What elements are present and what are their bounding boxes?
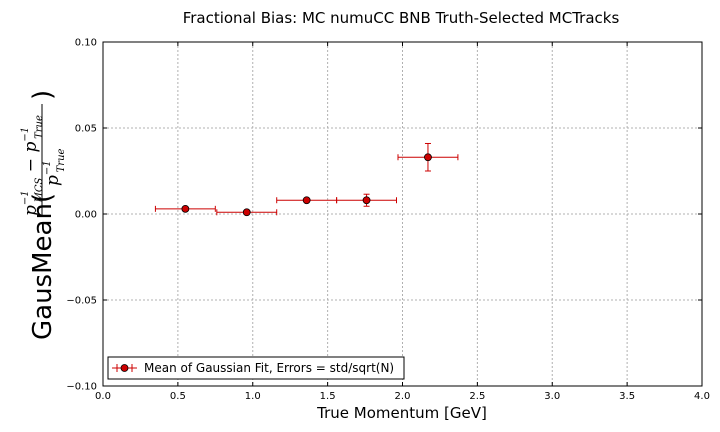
y-label-num-minus: − xyxy=(21,153,41,178)
ticks: 0.0 0.5 1.0 1.5 2.0 2.5 3.0 3.5 4.0 −0.10 −0.05 0.0… xyxy=(66,38,710,403)
data-point xyxy=(276,196,338,205)
data-marker xyxy=(181,204,190,213)
y-label-num-sub2: True xyxy=(34,115,45,139)
x-tick-label: 2.0 xyxy=(395,391,411,402)
y-label-den-sup: −1 xyxy=(42,160,53,175)
x-tick-label: 0.5 xyxy=(170,391,186,402)
y-tick-label: 0.05 xyxy=(75,124,97,135)
y-label-prefix: GausMean( xyxy=(28,193,58,340)
x-tick-label: 4.0 xyxy=(694,391,710,402)
data-marker xyxy=(242,208,251,217)
data-marker xyxy=(302,196,311,205)
data-marker xyxy=(362,196,371,205)
y-label-num-sup2: −1 xyxy=(20,127,31,142)
y-tick-label: −0.05 xyxy=(66,296,97,307)
x-tick-label: 3.5 xyxy=(619,391,635,402)
y-label-num-sup1: −1 xyxy=(20,190,31,205)
x-tick-label: 1.5 xyxy=(320,391,336,402)
y-label-den-p: p xyxy=(43,175,63,186)
y-axis-label: GausMean( p−1 MCS − p−1 True p−1 True ) xyxy=(20,90,67,340)
y-label-num-p1: p xyxy=(21,205,41,216)
chart-title: Fractional Bias: MC numuCC BNB Truth-Sel… xyxy=(183,9,620,27)
legend-box xyxy=(107,356,405,380)
y-tick-label: 0.00 xyxy=(75,210,97,221)
data-point xyxy=(397,142,459,172)
data-point xyxy=(216,208,278,217)
x-tick-label: 3.0 xyxy=(544,391,560,402)
x-axis-label: True Momentum [GeV] xyxy=(316,404,487,422)
y-tick-label: −0.10 xyxy=(66,382,97,393)
data-point xyxy=(154,204,216,213)
data-point xyxy=(336,193,398,207)
x-tick-label: 2.5 xyxy=(469,391,485,402)
grid xyxy=(103,42,702,386)
legend-marker-dot xyxy=(120,364,129,372)
y-tick-label: 0.10 xyxy=(75,38,97,49)
series xyxy=(154,142,459,217)
x-tick-label: 0.0 xyxy=(95,391,111,402)
data-marker xyxy=(424,153,432,162)
legend: Mean of Gaussian Fit, Errors = std/sqrt(… xyxy=(107,356,405,380)
y-label-den-sub: True xyxy=(56,148,67,172)
x-tick-label: 1.0 xyxy=(245,391,261,402)
y-label-num-sub1: MCS xyxy=(34,177,45,203)
y-label-num-p2: p xyxy=(21,142,41,153)
y-label-suffix: ) xyxy=(28,90,58,100)
legend-label: Mean of Gaussian Fit, Errors = std/sqrt(… xyxy=(144,361,394,375)
